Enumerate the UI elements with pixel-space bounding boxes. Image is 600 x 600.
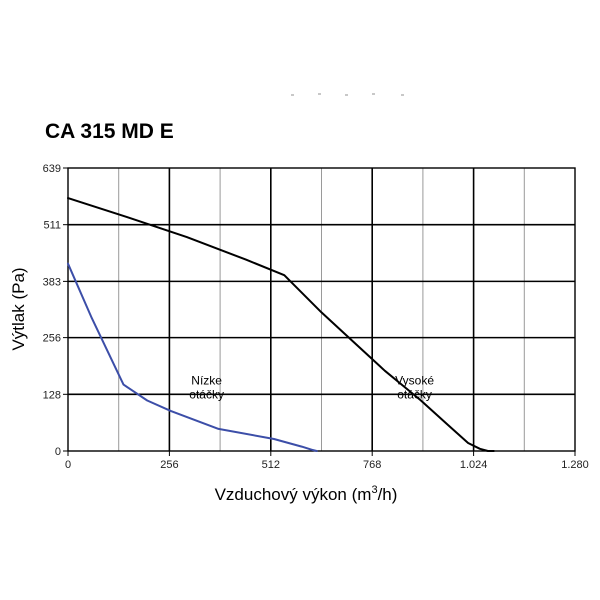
- series-line-high-speed: [67, 197, 495, 452]
- x-tick-label: 0: [65, 459, 71, 471]
- series-layer: [67, 197, 495, 452]
- chart-title: CA 315 MD E: [45, 120, 174, 143]
- x-tick-label: 1.024: [460, 459, 488, 471]
- series-annotation-low-speed: Nízke otáčky: [189, 373, 224, 401]
- x-axis-ticks: 0 256 512 768 1.024 1.280: [65, 451, 589, 471]
- minor-gridlines: [118, 168, 525, 451]
- y-tick-label: 639: [43, 163, 61, 175]
- series-line-low-speed: [67, 262, 318, 452]
- x-tick-label: 768: [363, 459, 381, 471]
- x-axis-label: Vzduchový výkon (m3/h): [215, 484, 398, 504]
- x-axis-label-suffix: /h): [378, 485, 398, 504]
- y-tick-label: 0: [55, 446, 61, 458]
- major-gridlines: [68, 168, 575, 451]
- series-annotation-high-speed: Vysoké otáčky: [395, 373, 434, 401]
- y-tick-label: 256: [43, 333, 61, 345]
- scan-specks: [291, 93, 404, 96]
- y-axis-label: Výtlak (Pa): [9, 267, 28, 350]
- x-tick-label: 256: [160, 459, 178, 471]
- y-axis-ticks: 0 128 256 383 511 639: [43, 163, 68, 458]
- y-tick-label: 128: [43, 389, 61, 401]
- plot-frame: [67, 167, 576, 452]
- annotation-layer: Nízke otáčky Vysoké otáčky: [189, 373, 434, 401]
- x-axis-label-main: Vzduchový výkon (m: [215, 485, 372, 504]
- y-tick-label: 511: [43, 220, 61, 232]
- x-axis-label-sup: 3: [371, 484, 377, 496]
- y-tick-label: 383: [43, 276, 61, 288]
- x-tick-label: 512: [262, 459, 280, 471]
- x-tick-label: 1.280: [561, 459, 589, 471]
